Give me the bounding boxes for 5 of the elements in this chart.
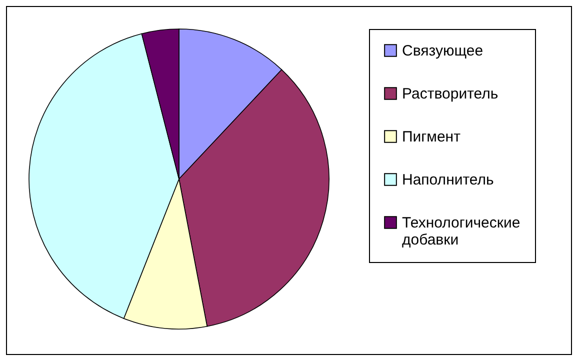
legend-label: Пигмент [402, 128, 461, 146]
legend-label: Технологические добавки [402, 214, 520, 248]
legend-label: Связующее [402, 42, 484, 60]
legend-label: Наполнитель [402, 172, 494, 188]
legend-label: Растворитель [402, 86, 498, 102]
